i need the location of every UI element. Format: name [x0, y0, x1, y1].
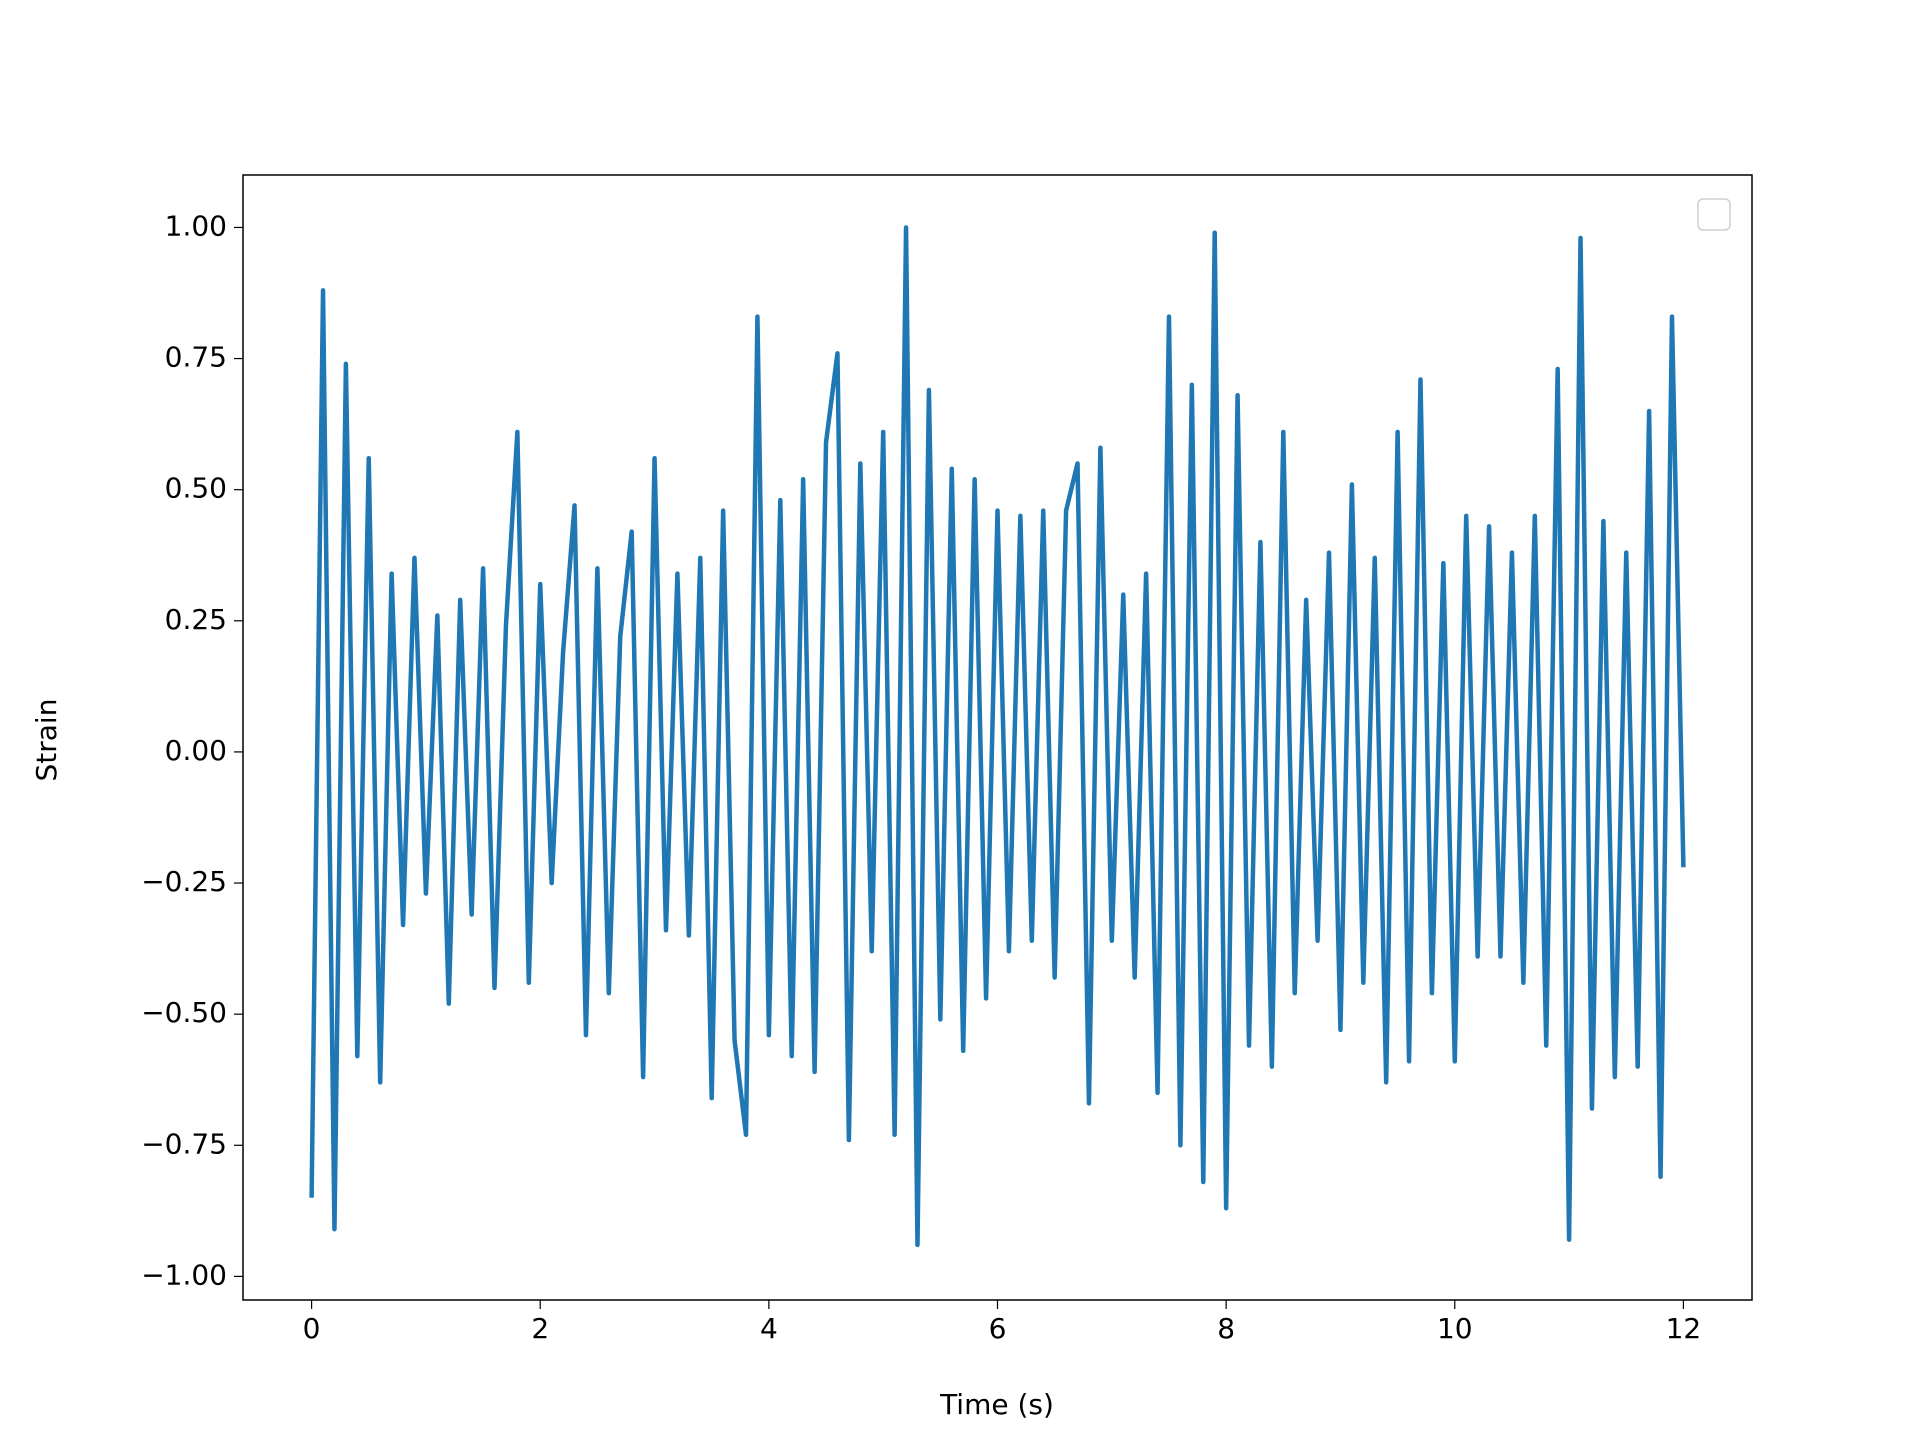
x-axis-label: Time (s) [939, 1388, 1054, 1421]
y-axis-label: Strain [30, 699, 63, 782]
y-tick-label: 0.00 [165, 734, 227, 767]
plot-frame [242, 174, 1753, 1301]
y-tick-label: −0.50 [141, 996, 227, 1029]
legend-box [1697, 198, 1731, 231]
y-tick-label: 0.75 [165, 341, 227, 374]
x-tick-label: 10 [1437, 1312, 1473, 1345]
y-tick-label: 1.00 [165, 209, 227, 242]
y-tick-label: −0.25 [141, 865, 227, 898]
y-tick-label: −0.75 [141, 1127, 227, 1160]
y-tick-label: −1.00 [141, 1258, 227, 1291]
x-tick-label: 4 [760, 1312, 778, 1345]
x-tick-label: 8 [1217, 1312, 1235, 1345]
data-line [309, 225, 1686, 1248]
x-tick-label: 0 [303, 1312, 321, 1345]
y-tick-label: 0.50 [165, 472, 227, 505]
x-tick-label: 12 [1666, 1312, 1702, 1345]
x-tick-label: 2 [531, 1312, 549, 1345]
y-tick-label: 0.25 [165, 603, 227, 636]
x-tick-label: 6 [989, 1312, 1007, 1345]
